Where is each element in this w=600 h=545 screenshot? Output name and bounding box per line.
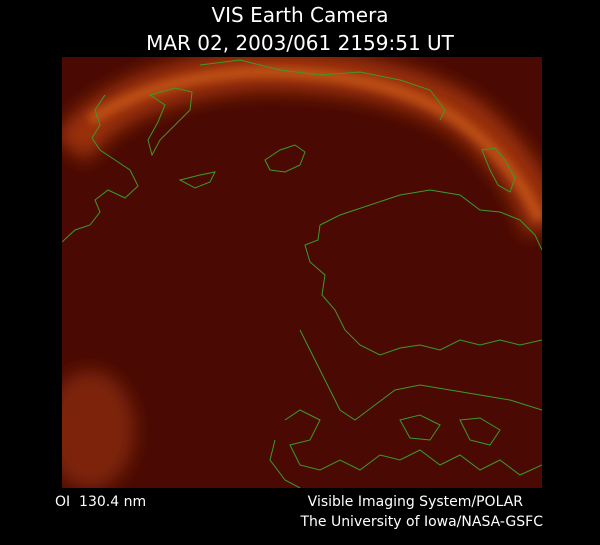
auroral-oval-core [86, 65, 542, 223]
coastlines [62, 59, 542, 488]
auroral-glow [62, 370, 135, 488]
timestamp: MAR 02, 2003/061 2159:51 UT [146, 31, 455, 55]
credit-line-1: Visible Imaging System/POLAR [308, 494, 524, 510]
title: VIS Earth Camera [211, 3, 388, 27]
filter-label: OI 130.4 nm [55, 494, 146, 510]
credit-line-2: The University of Iowa/NASA-GSFC [299, 514, 543, 530]
earth-image [62, 57, 542, 488]
